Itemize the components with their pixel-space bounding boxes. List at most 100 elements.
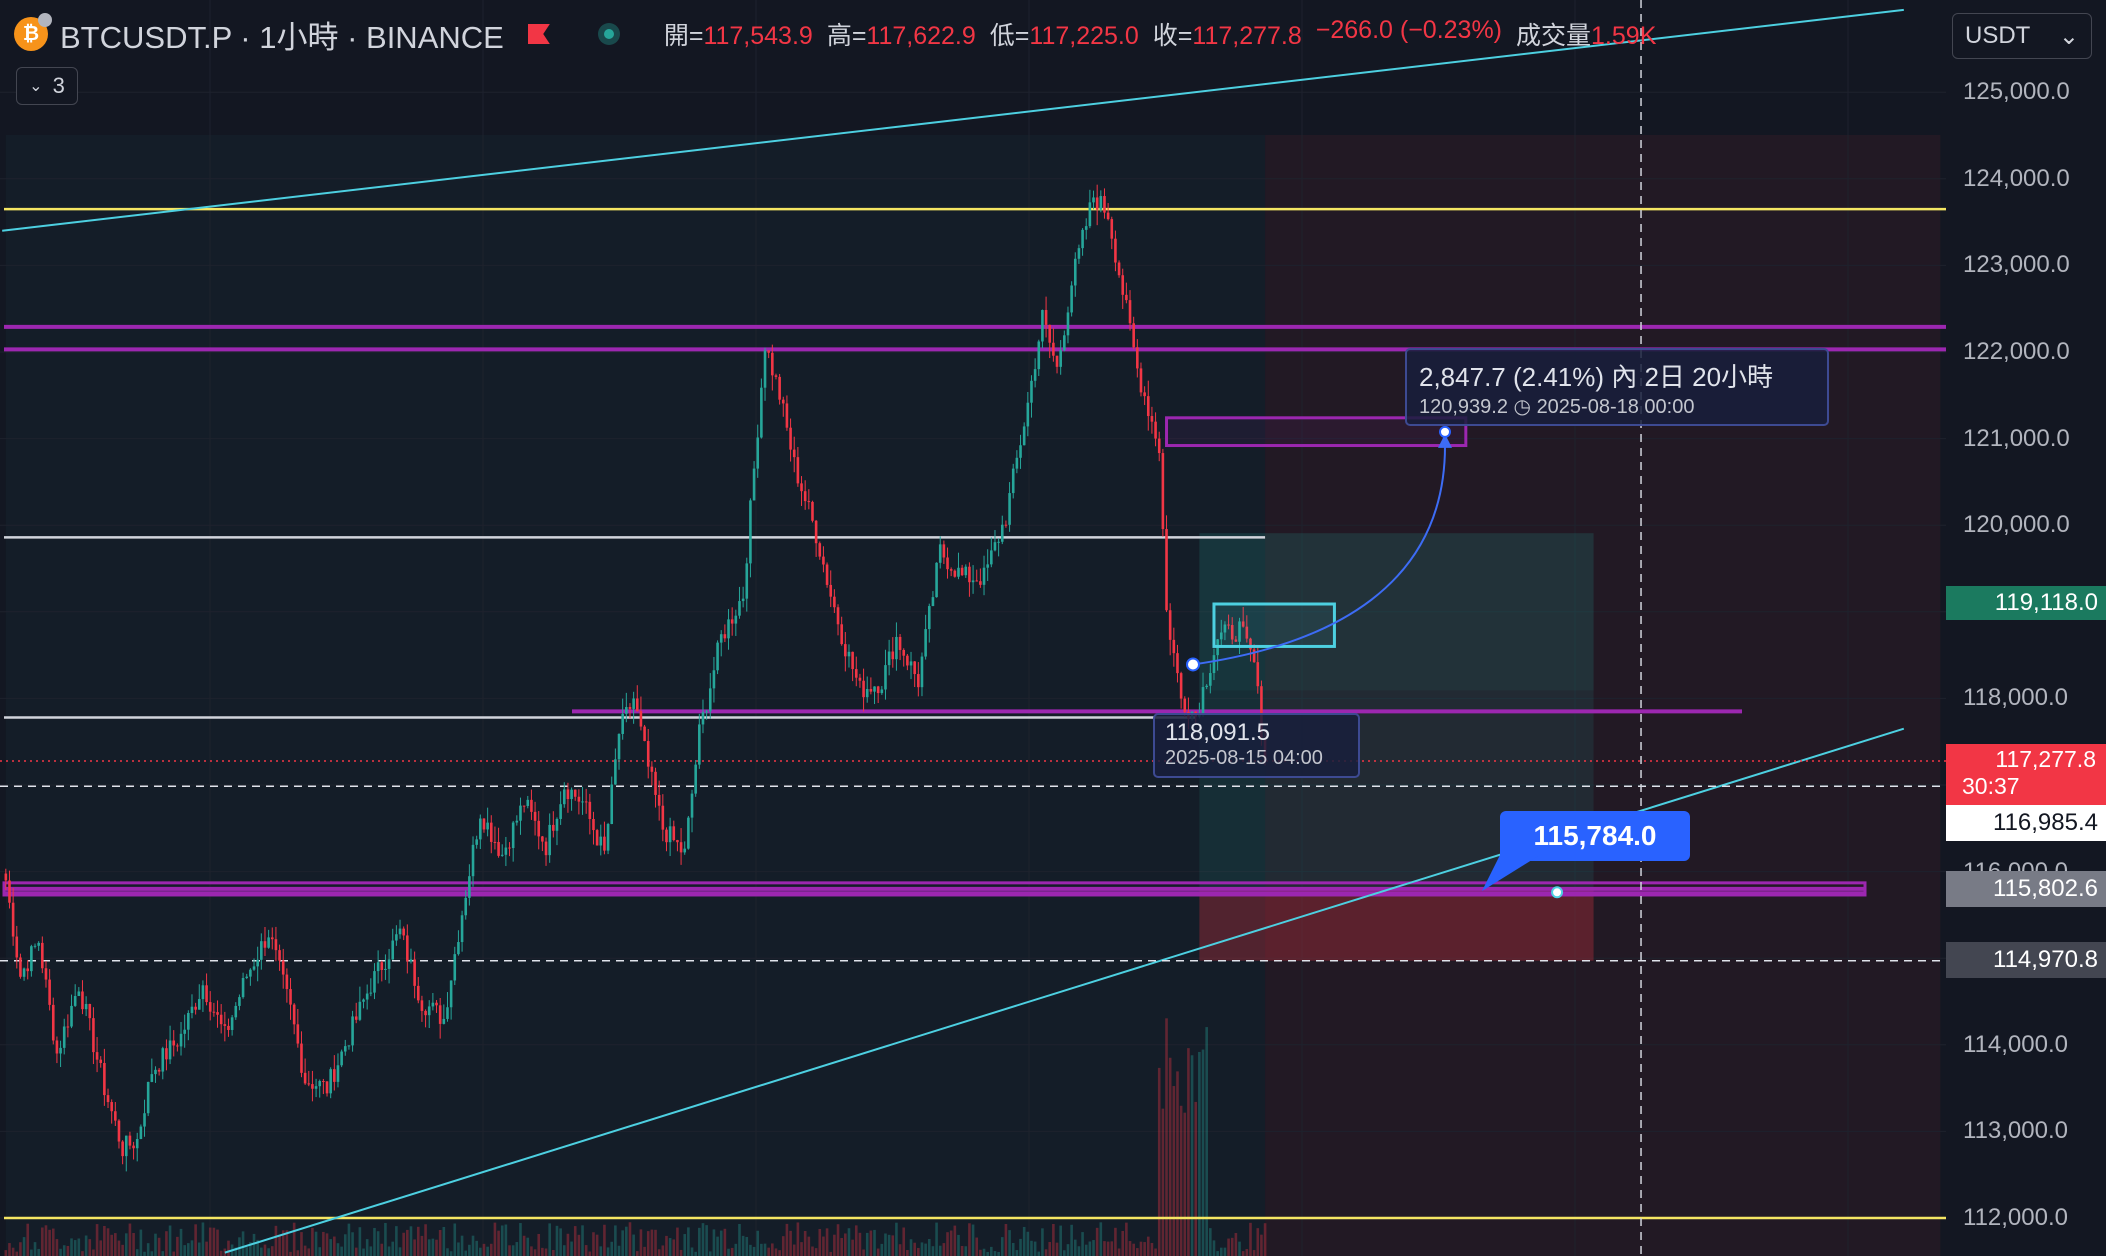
volume-bar [446, 1248, 449, 1256]
volume-bar [537, 1233, 541, 1256]
volume-bar [847, 1228, 851, 1256]
volume-bar [1143, 1242, 1146, 1256]
volume-bar [862, 1249, 865, 1256]
candle [515, 820, 519, 823]
currency-select[interactable]: USDT ⌄ [1952, 13, 2092, 59]
entry-measure-label[interactable]: 118,091.5 2025-08-15 04:00 [1153, 713, 1360, 778]
volume-bar [811, 1246, 814, 1256]
candle [424, 1010, 427, 1016]
volume-bar [486, 1246, 489, 1256]
volume-bar [179, 1228, 183, 1256]
candle [402, 928, 405, 936]
volume-bar [533, 1249, 537, 1256]
candle [723, 634, 727, 639]
axis-label: 125,000.0 [1963, 78, 2070, 106]
volume-bar [705, 1225, 708, 1256]
candle [435, 1002, 438, 1006]
candle [135, 1139, 139, 1149]
candle [763, 350, 767, 388]
candle [771, 352, 774, 376]
candle [1219, 632, 1223, 640]
candle [829, 584, 833, 597]
volume-bar [95, 1224, 99, 1256]
candle [679, 842, 683, 853]
volume-bar [128, 1223, 132, 1256]
candle [1059, 350, 1062, 367]
volume-bar [854, 1225, 858, 1256]
volume-bar [1048, 1242, 1052, 1256]
candle [143, 1113, 146, 1127]
indicator-toggle-button[interactable]: ⌄ 3 [16, 67, 78, 105]
target-measure-label[interactable]: 2,847.7 (2.41%) 內 2日 20小時 120,939.2 ◷ 20… [1405, 348, 1829, 426]
currency-value: USDT [1965, 22, 2031, 49]
candle [285, 974, 289, 990]
candle [902, 649, 906, 656]
candle [300, 1043, 303, 1073]
volume-bar [500, 1225, 504, 1256]
candle [840, 624, 843, 645]
candle [533, 811, 537, 821]
volume-bar [267, 1248, 270, 1256]
volume-bar [982, 1248, 986, 1256]
volume-bar [760, 1243, 763, 1256]
candle [530, 799, 533, 812]
volume-bar [562, 1245, 566, 1256]
flag-icon[interactable] [527, 24, 550, 44]
axis-label: 124,000.0 [1963, 164, 2070, 192]
volume-bar [822, 1236, 825, 1256]
volume-bar [603, 1224, 606, 1256]
volume-bar [358, 1227, 362, 1256]
candle [858, 677, 862, 681]
symbol-title[interactable]: BTCUSDT.P · 1小時 · BINANCE [60, 19, 504, 55]
volume-bar [157, 1237, 161, 1256]
volume-bar [194, 1224, 197, 1256]
candle [81, 991, 84, 1010]
volume-bar [902, 1227, 906, 1256]
candle [267, 937, 270, 948]
volume-bar [252, 1233, 256, 1256]
volume-bar [577, 1234, 581, 1256]
candle [230, 1017, 234, 1030]
volume-bar [1011, 1242, 1015, 1256]
projection-arc [1192, 445, 1446, 666]
volume-bar [781, 1236, 785, 1256]
price-callout[interactable]: 115,784.0 [1500, 811, 1690, 861]
candle [347, 1045, 351, 1047]
candle [84, 1003, 88, 1010]
volume-bar [201, 1222, 205, 1256]
candle [701, 712, 705, 725]
candle [4, 873, 8, 881]
candle [690, 793, 694, 818]
candle [1073, 258, 1077, 286]
volume-bar [803, 1231, 807, 1256]
candle [30, 946, 33, 972]
candle [851, 651, 854, 670]
volume-bar [187, 1243, 190, 1256]
volume-bar [117, 1240, 121, 1256]
candle [917, 674, 920, 688]
candle [639, 711, 643, 727]
candle [628, 707, 632, 709]
volume-bar [920, 1242, 924, 1256]
volume-bar [460, 1235, 464, 1256]
volume-bar [292, 1222, 296, 1256]
volume-bar [413, 1239, 416, 1256]
candle [329, 1069, 332, 1094]
volume-bar [566, 1233, 570, 1256]
volume-bar [1230, 1237, 1234, 1256]
volume-bar [168, 1225, 172, 1256]
volume-bar [285, 1230, 289, 1256]
volume-bar [771, 1243, 774, 1256]
volume-bar [1070, 1224, 1073, 1256]
candle [19, 957, 22, 977]
volume-bar [427, 1239, 431, 1256]
candle [625, 707, 628, 714]
volume-bar [515, 1242, 519, 1256]
volume-bar [1055, 1242, 1059, 1256]
volume-bar [468, 1244, 471, 1256]
volume-bar [278, 1234, 281, 1256]
volume-bar [694, 1251, 697, 1256]
volume-bar [913, 1242, 916, 1256]
